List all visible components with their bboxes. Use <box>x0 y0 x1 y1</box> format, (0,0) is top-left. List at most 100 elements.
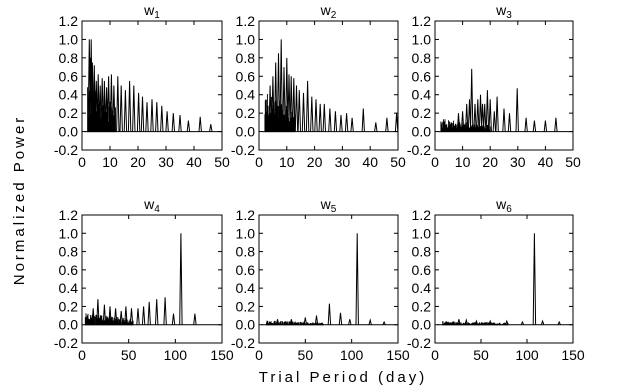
x-axis-title: Trial Period (day) <box>259 369 427 386</box>
series-peak <box>91 308 95 325</box>
y-tick-label: 0.8 <box>412 50 432 66</box>
series-peak <box>328 108 332 132</box>
y-tick-label: 0.0 <box>412 317 432 333</box>
series-peak <box>305 80 310 132</box>
panel-title: w6 <box>495 196 512 215</box>
series-peak <box>141 306 146 325</box>
series-peak <box>532 233 537 325</box>
panel-title-main: w <box>320 196 332 212</box>
series-peak <box>268 85 272 132</box>
x-tick-label: 50 <box>473 347 489 363</box>
x-tick-label: 0 <box>255 347 263 363</box>
series-peak <box>198 116 202 132</box>
series-peak <box>456 113 461 132</box>
panel-title-subscript: 5 <box>331 204 337 215</box>
series-peak <box>271 76 275 132</box>
panel-title: w4 <box>143 196 160 215</box>
y-tick-label: 0.6 <box>412 68 432 84</box>
series-peak <box>279 39 283 132</box>
panel-title-main: w <box>143 196 155 212</box>
y-tick-label: 0.2 <box>412 298 432 314</box>
panel-frame <box>434 214 574 344</box>
series-peak <box>350 117 354 132</box>
x-tick-label: 40 <box>186 154 202 170</box>
panel-title-subscript: 3 <box>506 10 512 21</box>
y-tick-label: 0.8 <box>236 50 256 66</box>
series-peak <box>333 111 338 132</box>
panel-title-subscript: 4 <box>154 204 160 215</box>
series-peak <box>113 308 118 325</box>
series-peak <box>532 120 537 132</box>
x-tick-label: 40 <box>538 154 554 170</box>
series-peak <box>209 124 213 132</box>
y-tick-label: 0.4 <box>412 280 432 296</box>
x-tick-label: 100 <box>340 347 364 363</box>
y-tick-label: 1.2 <box>236 207 256 223</box>
series-peak <box>186 120 191 132</box>
series-peak <box>274 62 278 132</box>
series-peak <box>515 88 519 132</box>
x-tick-label: 0 <box>255 154 263 170</box>
y-tick-label: 1.2 <box>59 13 79 29</box>
series-peak <box>338 312 343 325</box>
x-tick-label: 50 <box>565 154 581 170</box>
panel-title-subscript: 1 <box>154 10 160 21</box>
y-tick-label: 0.2 <box>236 298 256 314</box>
panel-1: -0.2 0.0 0.2 0.4 0.6 0.8 1.0 1.2 0 10 20 30 40 50 w1 <box>54 2 230 170</box>
x-tick-label: 100 <box>164 347 188 363</box>
series-peak <box>163 297 167 325</box>
series-peak <box>485 90 490 132</box>
y-tick-label: 0.0 <box>412 124 432 140</box>
series-peak <box>178 114 182 132</box>
x-tick-label: 30 <box>335 154 351 170</box>
series-peak <box>540 319 545 325</box>
series-peak <box>483 103 487 132</box>
series-peak <box>100 78 104 132</box>
series-peak <box>96 299 100 325</box>
series-peak <box>465 103 469 132</box>
series-peak <box>557 320 561 325</box>
series-peak <box>310 96 314 132</box>
series-peak <box>106 76 111 132</box>
panel-title: w1 <box>143 2 160 21</box>
series-peak <box>524 117 528 132</box>
series-peak <box>109 74 114 132</box>
x-tick-label: 0 <box>78 154 86 170</box>
y-tick-label: 0.4 <box>59 280 79 296</box>
series-peak <box>348 319 352 325</box>
panel-frame <box>81 214 223 344</box>
panel-frame <box>258 20 399 151</box>
series-peak <box>368 318 372 325</box>
series-peak <box>140 96 145 132</box>
series-peak <box>488 99 492 132</box>
panel-title: w2 <box>320 2 337 21</box>
y-tick-label: 0.6 <box>412 262 432 278</box>
series-peak <box>171 113 175 132</box>
series-peak <box>108 306 112 325</box>
series-peak <box>507 113 512 132</box>
y-tick-label: 0.8 <box>59 50 79 66</box>
y-tick-label: 1.2 <box>59 207 79 223</box>
series-peak <box>150 99 154 132</box>
panel-title-main: w <box>143 2 155 18</box>
series-peak <box>495 96 499 132</box>
y-tick-label: 0.0 <box>236 317 256 333</box>
series-peak <box>476 99 480 132</box>
panel-title-main: w <box>320 2 332 18</box>
series-peak <box>520 320 525 325</box>
series-peak <box>145 102 149 132</box>
x-tick-label: 100 <box>515 347 539 363</box>
series-peak <box>285 57 289 132</box>
y-tick-label: -0.2 <box>54 335 78 351</box>
y-tick-label: 0.4 <box>236 87 256 103</box>
series-peak <box>301 92 306 132</box>
y-tick-label: 0.8 <box>236 244 256 260</box>
series-peak <box>457 319 461 325</box>
series-peak <box>502 108 506 132</box>
x-tick-label: 10 <box>102 154 118 170</box>
y-tick-label: 0.6 <box>236 262 256 278</box>
y-tick-label: 0.2 <box>59 298 79 314</box>
y-tick-label: 0.8 <box>59 244 79 260</box>
y-tick-label: 1.2 <box>412 207 432 223</box>
